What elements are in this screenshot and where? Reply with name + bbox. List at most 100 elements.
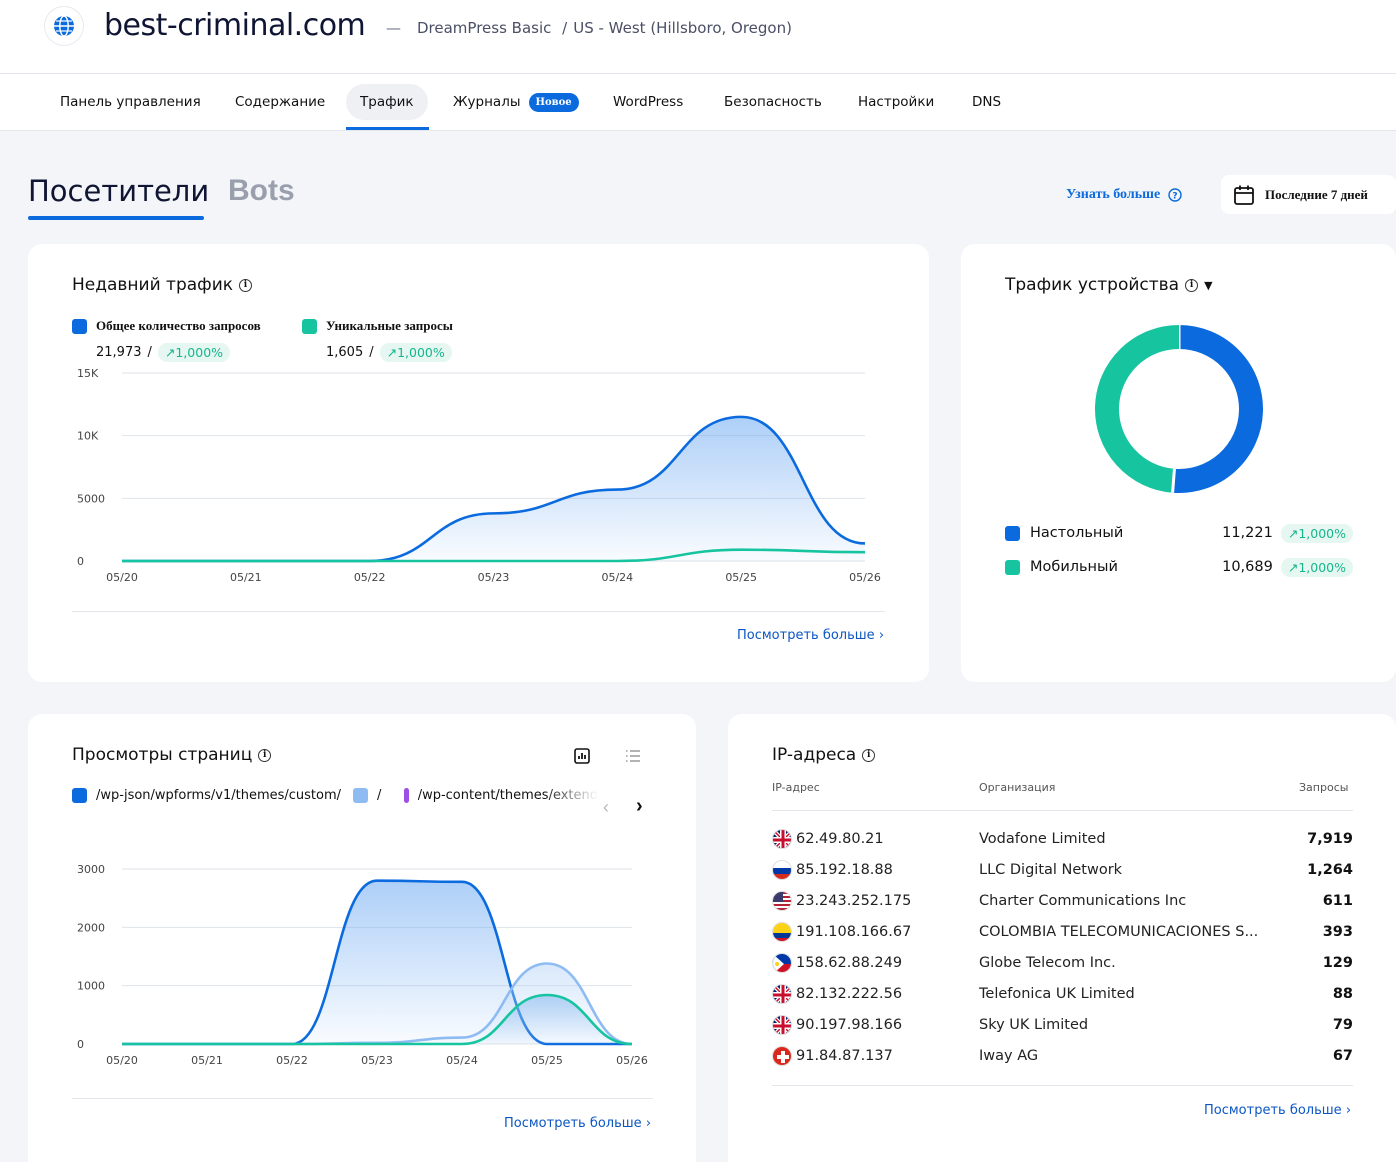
tab-logs[interactable]: Журналы Новое	[439, 84, 593, 120]
nav-tabs: Панель управления Содержание Трафик Журн…	[0, 74, 1396, 131]
legend-swatch-pv-2	[404, 788, 409, 803]
table-row[interactable]: 85.192.18.88 LLC Digital Network 1,264	[772, 859, 1353, 881]
traffic-divider	[72, 611, 885, 612]
traffic-see-more-link[interactable]: Посмотреть больше ›	[737, 628, 884, 643]
date-range-label: Последние 7 дней	[1265, 186, 1368, 202]
organization: Iway AG	[979, 1048, 1039, 1064]
pv-legend-item-0[interactable]: /wp-json/wpforms/v1/themes/custom/	[72, 788, 341, 803]
total-value: 21,973	[96, 345, 142, 360]
x-tick-label: 05/26	[616, 1054, 648, 1067]
legend-next-arrow[interactable]: ›	[636, 795, 643, 817]
pv-legend-label-0: /wp-json/wpforms/v1/themes/custom/	[96, 788, 342, 803]
y-tick-label: 0	[77, 1038, 84, 1051]
x-tick-label: 05/22	[276, 1054, 308, 1067]
mobile-change-badge: ↗1,000%	[1280, 557, 1353, 577]
tab-security[interactable]: Безопасность	[724, 94, 822, 110]
chevron-right-icon: ›	[878, 628, 885, 643]
ip-addresses-title-text: IP-адреса	[772, 745, 857, 765]
tab-visitors[interactable]: Посетители	[28, 174, 210, 208]
list-view-icon[interactable]	[624, 747, 642, 765]
tab-bots[interactable]: Bots	[228, 174, 295, 207]
flag-uk-icon	[772, 829, 792, 849]
x-tick-label: 05/25	[725, 571, 757, 584]
ip-address: 191.108.166.67	[796, 924, 912, 940]
pv-divider	[72, 1098, 653, 1099]
request-count: 129	[1322, 955, 1353, 971]
table-row[interactable]: 91.84.87.137 Iway AG 67	[772, 1045, 1353, 1067]
request-count: 611	[1322, 893, 1353, 909]
flag-ph-icon	[772, 953, 792, 973]
tab-content[interactable]: Содержание	[235, 94, 326, 110]
page-views-title: Просмотры страниц i	[72, 745, 272, 765]
donut-slice-0[interactable]	[1172, 325, 1263, 493]
flag-uk-icon	[772, 1015, 792, 1035]
pv-legend-item-1[interactable]: /	[353, 788, 381, 803]
info-icon[interactable]: i	[239, 278, 253, 292]
x-tick-label: 05/21	[191, 1054, 223, 1067]
y-tick-label: 3000	[77, 863, 105, 876]
table-row[interactable]: 62.49.80.21 Vodafone Limited 7,919	[772, 828, 1353, 850]
visitors-tab-indicator	[28, 216, 204, 220]
flag-co-icon	[772, 922, 792, 942]
new-badge: Новое	[528, 92, 579, 112]
mobile-label: Мобильный	[1030, 559, 1118, 575]
tab-traffic[interactable]: Трафик	[346, 84, 428, 120]
table-row[interactable]: 82.132.222.56 Telefonica UK Limited 88	[772, 983, 1353, 1005]
y-tick-label: 1000	[77, 980, 105, 993]
col-header-requests[interactable]: Запросы	[1299, 781, 1349, 794]
table-row[interactable]: 158.62.88.249 Globe Telecom Inc. 129	[772, 952, 1353, 974]
info-icon[interactable]: i	[1185, 278, 1199, 292]
bar-chart-view-icon[interactable]	[573, 747, 591, 765]
x-tick-label: 05/20	[106, 571, 138, 584]
x-tick-label: 05/26	[849, 571, 881, 584]
y-tick-label: 10K	[77, 430, 99, 443]
pv-legend-item-2[interactable]: /wp-content/themes/extend	[404, 788, 598, 803]
ip-see-more-link[interactable]: Посмотреть больше ›	[1204, 1103, 1351, 1118]
tab-dns[interactable]: DNS	[972, 94, 1002, 110]
caret-down-icon[interactable]: ▼	[1204, 278, 1213, 292]
total-slash: /	[147, 345, 152, 360]
page-views-chart: 0 1000 2000 3000 05/20 05/21 05/22 05/23 05/24 05…	[77, 863, 648, 1067]
x-tick-label: 05/25	[531, 1054, 563, 1067]
recent-traffic-chart: 0 5000 10K 15K 05/20 05/21 05/22 05/23 05/24 05/2…	[77, 367, 881, 584]
device-row-mobile: Мобильный 10,689 ↗1,000%	[1005, 555, 1353, 579]
pv-see-more-link[interactable]: Посмотреть больше ›	[504, 1116, 651, 1131]
meta-separator: —	[386, 19, 401, 37]
tab-dashboard[interactable]: Панель управления	[60, 94, 201, 110]
site-meta: — DreamPress Basic / US - West (Hillsboro,…	[386, 19, 792, 37]
date-range-button[interactable]: Последние 7 дней	[1221, 175, 1396, 214]
device-donut-chart	[1095, 325, 1263, 493]
tab-logs-label: Журналы	[453, 94, 521, 110]
svg-text:?: ?	[1173, 192, 1178, 202]
info-icon[interactable]: i	[862, 748, 876, 762]
organization: Vodafone Limited	[979, 831, 1106, 847]
y-tick-label: 0	[77, 555, 84, 568]
info-icon[interactable]: i	[258, 748, 272, 762]
col-header-org[interactable]: Организация	[979, 781, 1056, 794]
ip-address: 85.192.18.88	[796, 862, 893, 878]
donut-slice-1[interactable]	[1095, 325, 1180, 493]
tab-wordpress[interactable]: WordPress	[613, 94, 684, 110]
total-change-badge: ↗1,000%	[157, 343, 231, 362]
legend-swatch-desktop	[1005, 525, 1020, 541]
desktop-change-badge: ↗1,000%	[1280, 523, 1353, 543]
tab-settings[interactable]: Настройки	[858, 94, 935, 110]
ip-address: 82.132.222.56	[796, 986, 903, 1002]
ip-address: 90.197.98.166	[796, 1017, 903, 1033]
table-row[interactable]: 23.243.252.175 Charter Communications Inc…	[772, 890, 1353, 912]
col-header-ip[interactable]: IP-адрес	[772, 781, 820, 794]
unique-value: 1,605	[326, 345, 364, 360]
plan-name: DreamPress Basic	[417, 19, 552, 37]
learn-more-link[interactable]: Узнать больше ?	[1066, 187, 1182, 203]
table-row[interactable]: 191.108.166.67 COLOMBIA TELECOMUNICACIONE…	[772, 921, 1353, 943]
help-icon: ?	[1168, 188, 1182, 202]
total-stat: 21,973 / ↗1,000%	[96, 343, 231, 362]
request-count: 88	[1332, 986, 1353, 1002]
chevron-right-icon: ›	[1345, 1103, 1352, 1118]
learn-more-label: Узнать больше	[1066, 187, 1161, 202]
flag-us-icon	[772, 891, 792, 911]
table-row[interactable]: 90.197.98.166 Sky UK Limited 79	[772, 1014, 1353, 1036]
legend-prev-arrow[interactable]: ‹	[603, 797, 609, 817]
server-location: US - West (Hillsboro, Oregon)	[573, 19, 792, 37]
x-tick-label: 05/23	[361, 1054, 393, 1067]
